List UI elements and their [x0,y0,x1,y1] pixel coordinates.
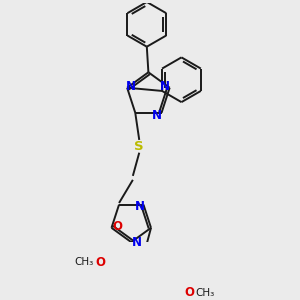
Text: O: O [95,256,105,269]
Text: CH₃: CH₃ [74,257,94,267]
Text: N: N [152,109,162,122]
Text: N: N [134,200,145,214]
Text: S: S [134,140,144,153]
Text: O: O [184,286,194,299]
Text: N: N [160,80,170,93]
Text: N: N [126,80,136,93]
Text: O: O [112,220,122,233]
Text: CH₃: CH₃ [196,287,215,298]
Text: N: N [132,236,142,250]
